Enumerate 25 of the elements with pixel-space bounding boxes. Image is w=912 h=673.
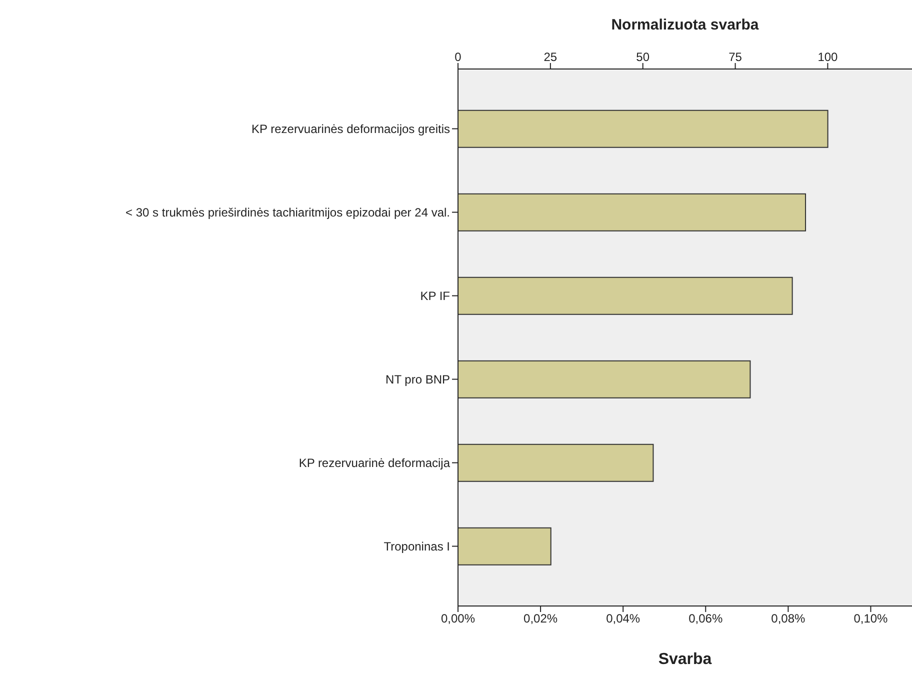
y-tick-label: KP IF [420, 289, 450, 304]
x2-tick-label: 75 [728, 50, 742, 64]
x-tick-label: 0,10% [854, 612, 888, 626]
x2-tick-label: 25 [544, 50, 558, 64]
x-tick-label: 0,00% [440, 612, 476, 626]
bar [458, 360, 751, 398]
bar [458, 193, 806, 232]
x-tick-label: 0,04% [606, 612, 640, 626]
y-tick-label: KP rezervuarinės deformacijos greitis [251, 122, 450, 136]
x2-tick-label: 50 [636, 50, 650, 64]
x-tick-label: 0,06% [688, 612, 723, 626]
bar [458, 444, 654, 482]
x2-tick-label: 100 [818, 50, 838, 64]
x-tick-label: 0,02% [524, 612, 558, 626]
y-tick-label: Troponinas I [384, 540, 450, 554]
bar [458, 527, 552, 566]
y-tick-label: KP rezervuarinė deformacija [298, 456, 450, 470]
x2-axis-title: Normalizuota svarba [611, 16, 760, 34]
x-tick-label: 0,08% [771, 612, 806, 626]
x-axis-title: Svarba [658, 651, 712, 668]
bar [458, 110, 828, 148]
bar [458, 276, 793, 315]
x2-tick-label: 0 [454, 50, 462, 64]
y-tick-label: NT pro BNP [386, 372, 450, 387]
y-tick-label: < 30 s trukmės prieširdinės tachiaritmijos epizodai per 24 val. [126, 206, 450, 220]
